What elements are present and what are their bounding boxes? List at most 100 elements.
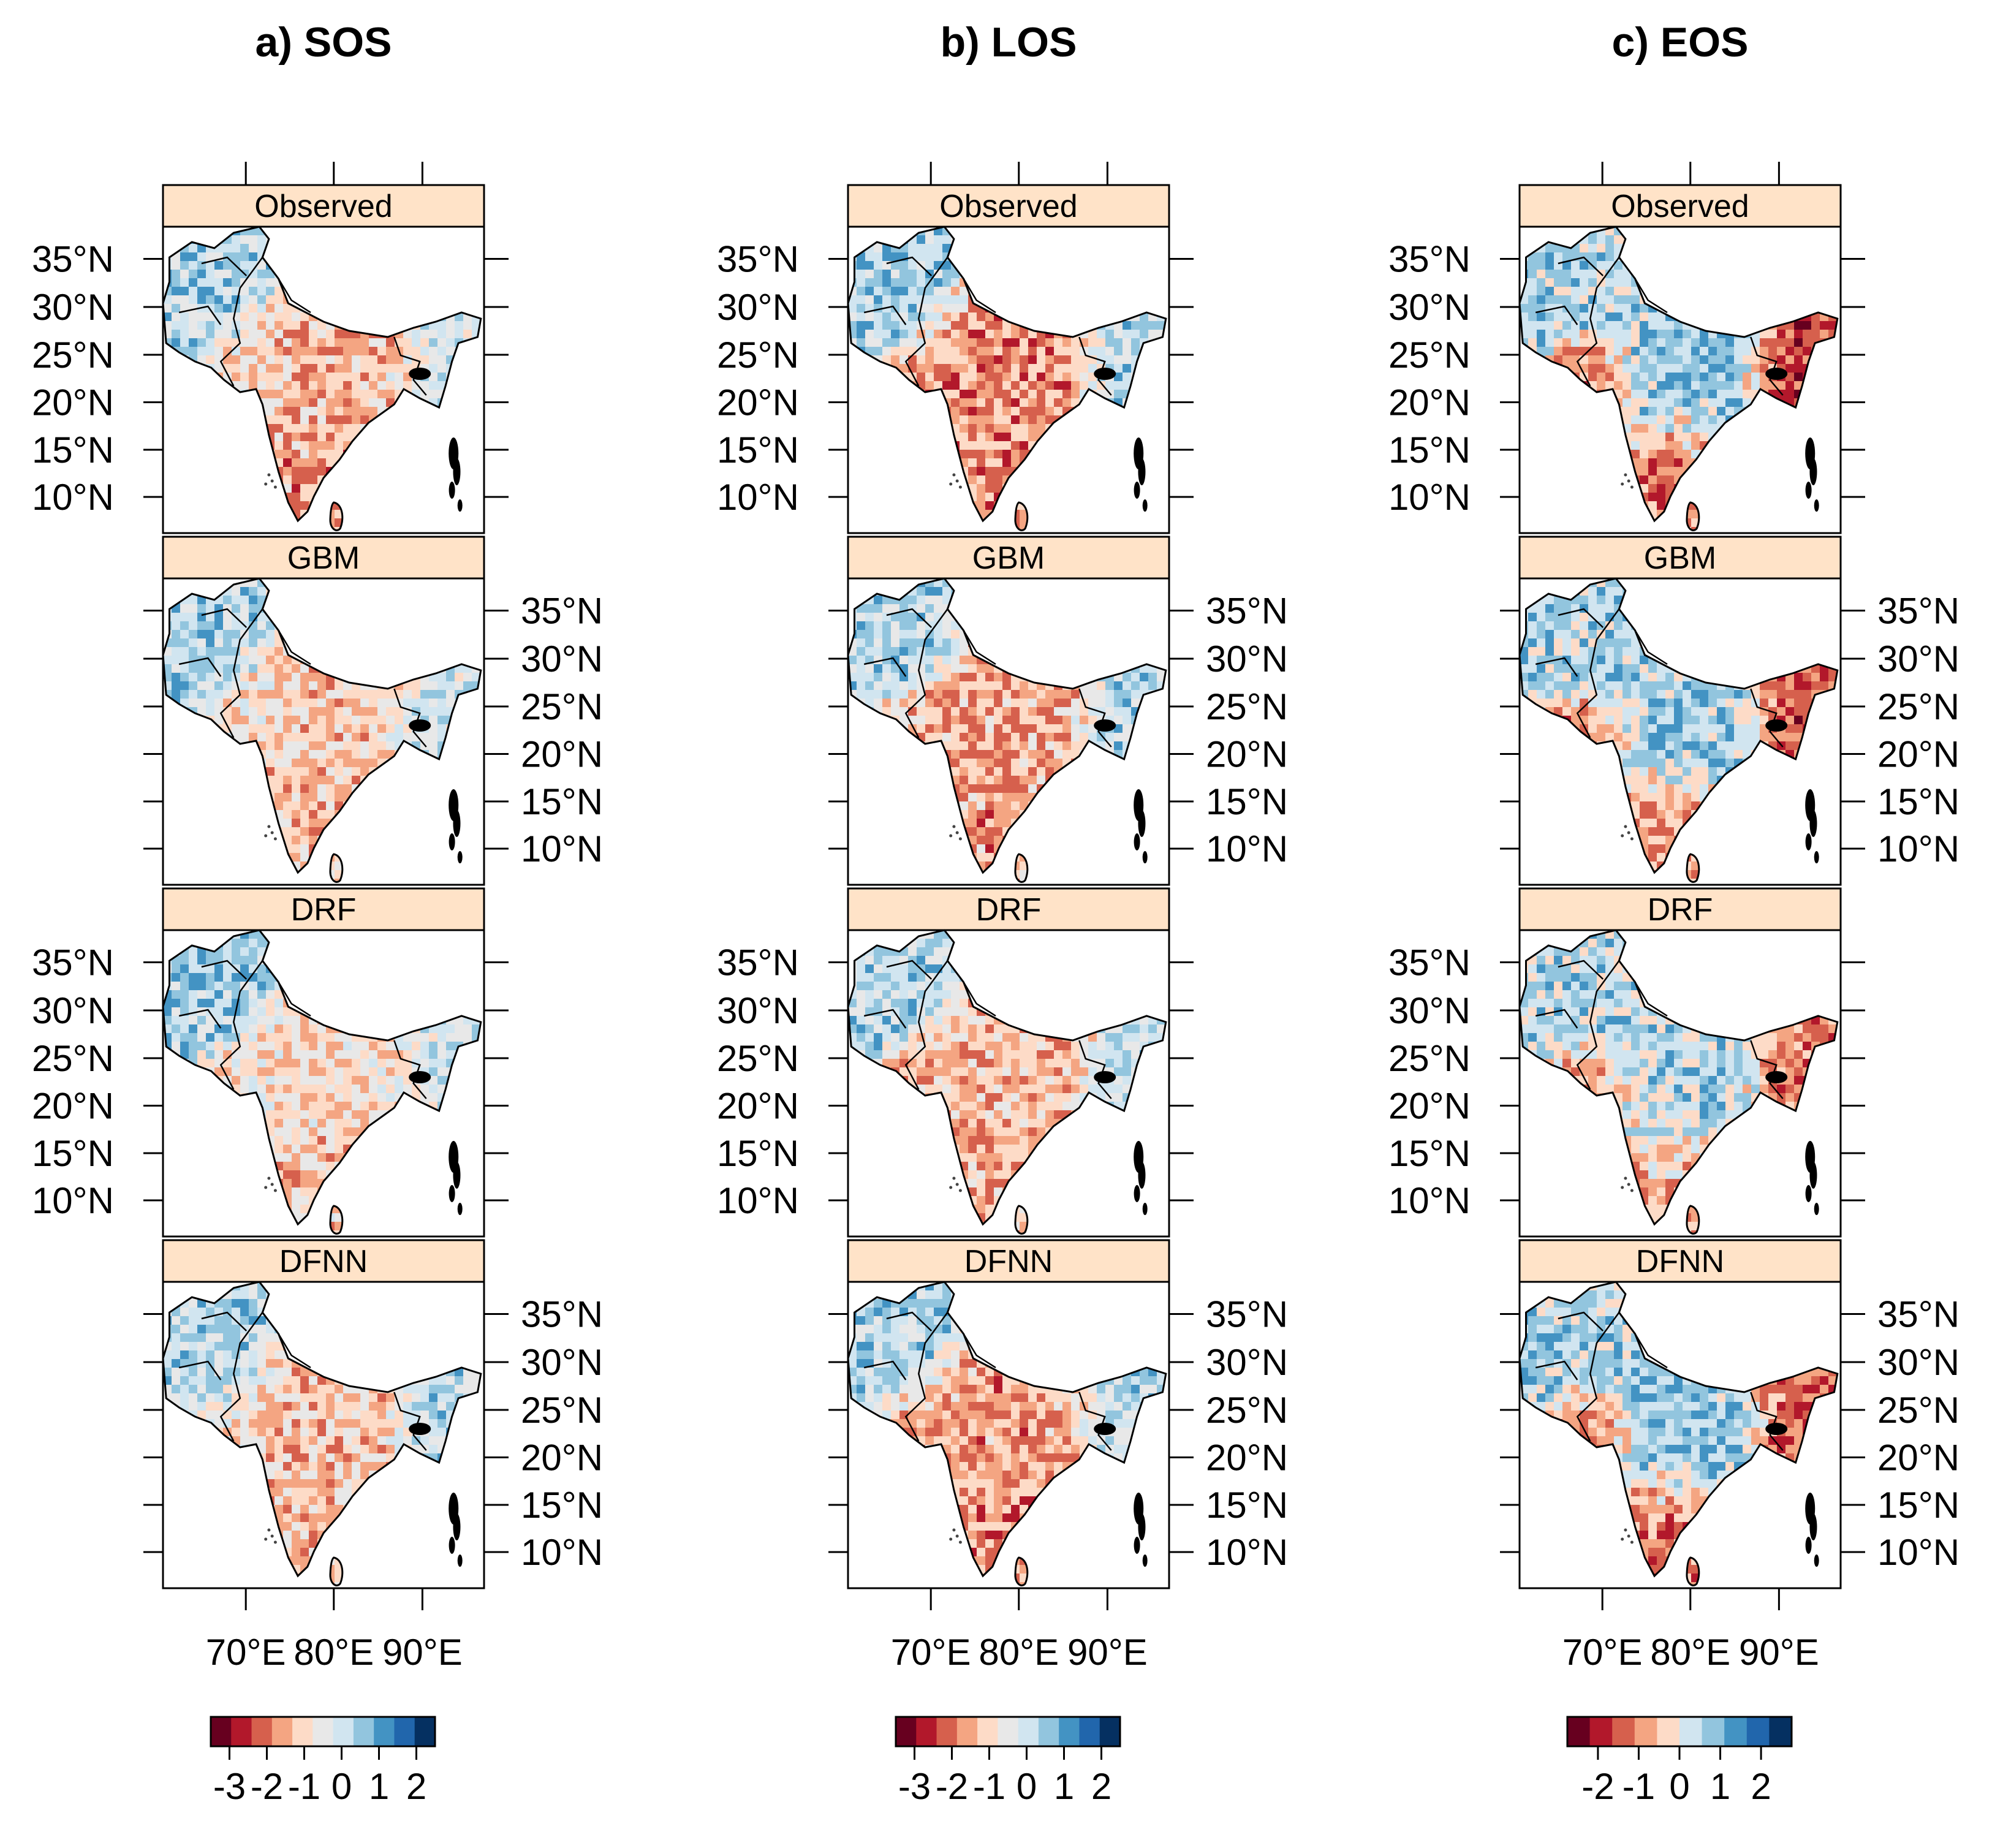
lakshadweep-islands xyxy=(949,825,962,841)
country-border xyxy=(1750,1040,1784,1099)
country-border xyxy=(393,1392,427,1451)
latitude-tick-label: 30°N xyxy=(32,990,114,1031)
panel-strip xyxy=(1518,184,1842,228)
latitude-tick-label: 15°N xyxy=(1388,1133,1471,1174)
colorbar-tick-label: -1 xyxy=(288,1766,320,1807)
latitude-tick-label: 25°N xyxy=(1877,686,1959,727)
latitude-tick-label: 20°N xyxy=(521,734,603,775)
coastline xyxy=(162,225,482,523)
panel-frame xyxy=(1518,1281,1842,1589)
colorbar-tick-label: -1 xyxy=(973,1766,1005,1807)
colorbar-swatch xyxy=(916,1717,937,1746)
latitude-tick-label: 10°N xyxy=(1206,828,1288,869)
longitude-axis: 70°E 80°E 90°E xyxy=(206,1588,463,1673)
colorbar-tick-label: 1 xyxy=(369,1766,389,1807)
latitude-tick-label: 35°N xyxy=(1877,1294,1959,1335)
panel-frame xyxy=(1518,577,1842,886)
column-eos: c) EOSObserved35°N30°N25°N20°N15°N10°NGB… xyxy=(1388,19,1959,1807)
latitude-tick-label: 35°N xyxy=(1206,591,1288,632)
coastline xyxy=(847,929,1167,1226)
country-border xyxy=(1558,608,1604,628)
delta-spot xyxy=(1765,368,1788,380)
latitude-axis: 35°N 30°N 25°N 20°N 15°N 10°N xyxy=(32,942,509,1221)
colorbar: -3 -2 -1 0 1 2 xyxy=(895,1716,1121,1807)
latitude-tick-label: 10°N xyxy=(32,477,114,518)
latitude-tick-label: 35°N xyxy=(1206,1294,1288,1335)
panel-strip-label: DRF xyxy=(291,892,357,928)
country-border xyxy=(393,336,427,396)
coastline xyxy=(847,1281,1167,1578)
latitude-tick-label: 25°N xyxy=(1206,686,1288,727)
colorbar-tick-label: 2 xyxy=(1091,1766,1111,1807)
latitude-axis: 35°N 30°N 25°N 20°N 15°N 10°N xyxy=(1500,1294,1959,1573)
colorbar-swatch xyxy=(394,1717,415,1746)
latitude-tick-label: 25°N xyxy=(32,335,114,376)
country-border xyxy=(886,1311,933,1331)
panel-observed: Observed 35°N 30°N 25°N 20°N 15°N 10°N xyxy=(717,184,1194,534)
colorbar-swatch xyxy=(936,1717,958,1746)
latitude-tick-label: 15°N xyxy=(717,430,799,471)
country-border xyxy=(1634,982,1668,1017)
country-border xyxy=(201,256,248,276)
latitude-tick-label: 10°N xyxy=(1877,1532,1959,1573)
panel-strip-label: DRF xyxy=(1648,892,1713,928)
delta-spot xyxy=(1094,1071,1116,1083)
bias-raster xyxy=(1520,930,1838,1234)
latitude-axis: 35°N 30°N 25°N 20°N 15°N 10°N xyxy=(828,591,1288,869)
country-border xyxy=(1078,1392,1112,1451)
panel-drf: DRF 35°N 30°N 25°N 20°N 15°N 10°N xyxy=(32,887,509,1238)
bias-raster xyxy=(163,578,481,882)
latitude-tick-label: 15°N xyxy=(1206,781,1288,822)
latitude-tick-label: 20°N xyxy=(1206,734,1288,775)
panel-strip-label: GBM xyxy=(1644,540,1716,576)
latitude-tick-label: 35°N xyxy=(1388,942,1471,983)
andaman-islands xyxy=(1134,1141,1148,1215)
latitude-tick-label: 10°N xyxy=(1388,477,1471,518)
latitude-axis: 35°N 30°N 25°N 20°N 15°N 10°N xyxy=(143,591,603,869)
panel-strip-label: GBM xyxy=(287,540,360,576)
country-border xyxy=(201,1311,248,1331)
bias-raster xyxy=(1520,578,1838,882)
country-border xyxy=(1078,688,1112,748)
latitude-tick-label: 15°N xyxy=(521,781,603,822)
country-border xyxy=(1576,1312,1620,1442)
latitude-tick-label: 15°N xyxy=(1877,781,1959,822)
panel-gbm: GBM 35°N 30°N 25°N 20°N 15°N 10°N xyxy=(828,536,1288,886)
coastline xyxy=(162,577,482,874)
colorbar-swatch xyxy=(292,1717,313,1746)
country-border xyxy=(1078,1040,1112,1099)
country-border xyxy=(278,278,311,314)
country-border xyxy=(904,257,948,387)
panel-frame xyxy=(1518,225,1842,534)
latitude-tick-label: 30°N xyxy=(1206,1342,1288,1383)
country-border xyxy=(904,1312,948,1442)
colorbar-swatch xyxy=(1724,1717,1747,1746)
latitude-tick-label: 35°N xyxy=(32,942,114,983)
panel-dfnn: DFNN 35°N 30°N 25°N 20°N 15°N 10°N xyxy=(143,1239,603,1589)
latitude-tick-label: 25°N xyxy=(717,335,799,376)
colorbar-swatch xyxy=(1769,1717,1792,1746)
lakshadweep-islands xyxy=(264,1528,277,1544)
latitude-axis: 35°N 30°N 25°N 20°N 15°N 10°N xyxy=(32,239,509,518)
country-border xyxy=(1634,630,1668,665)
country-border xyxy=(278,1333,311,1369)
panel-strip xyxy=(847,887,1170,931)
country-border xyxy=(863,657,907,677)
latitude-tick-label: 30°N xyxy=(1206,638,1288,680)
latitude-tick-label: 20°N xyxy=(32,1086,114,1127)
coastline xyxy=(1518,225,1839,523)
coastline xyxy=(1518,929,1839,1226)
country-border xyxy=(219,960,263,1090)
panel-frame xyxy=(162,577,485,886)
panel-frame xyxy=(847,225,1170,534)
lakshadweep-islands xyxy=(1621,1528,1634,1544)
andaman-islands xyxy=(449,437,463,512)
panel-strip xyxy=(1518,1239,1842,1283)
latitude-tick-label: 20°N xyxy=(1388,382,1471,423)
country-border xyxy=(1535,1009,1578,1029)
longitude-tick-label: 90°E xyxy=(382,1632,463,1673)
lakshadweep-islands xyxy=(949,1176,962,1192)
bias-raster xyxy=(1520,1282,1838,1586)
country-border xyxy=(219,257,263,387)
country-border xyxy=(886,608,933,628)
